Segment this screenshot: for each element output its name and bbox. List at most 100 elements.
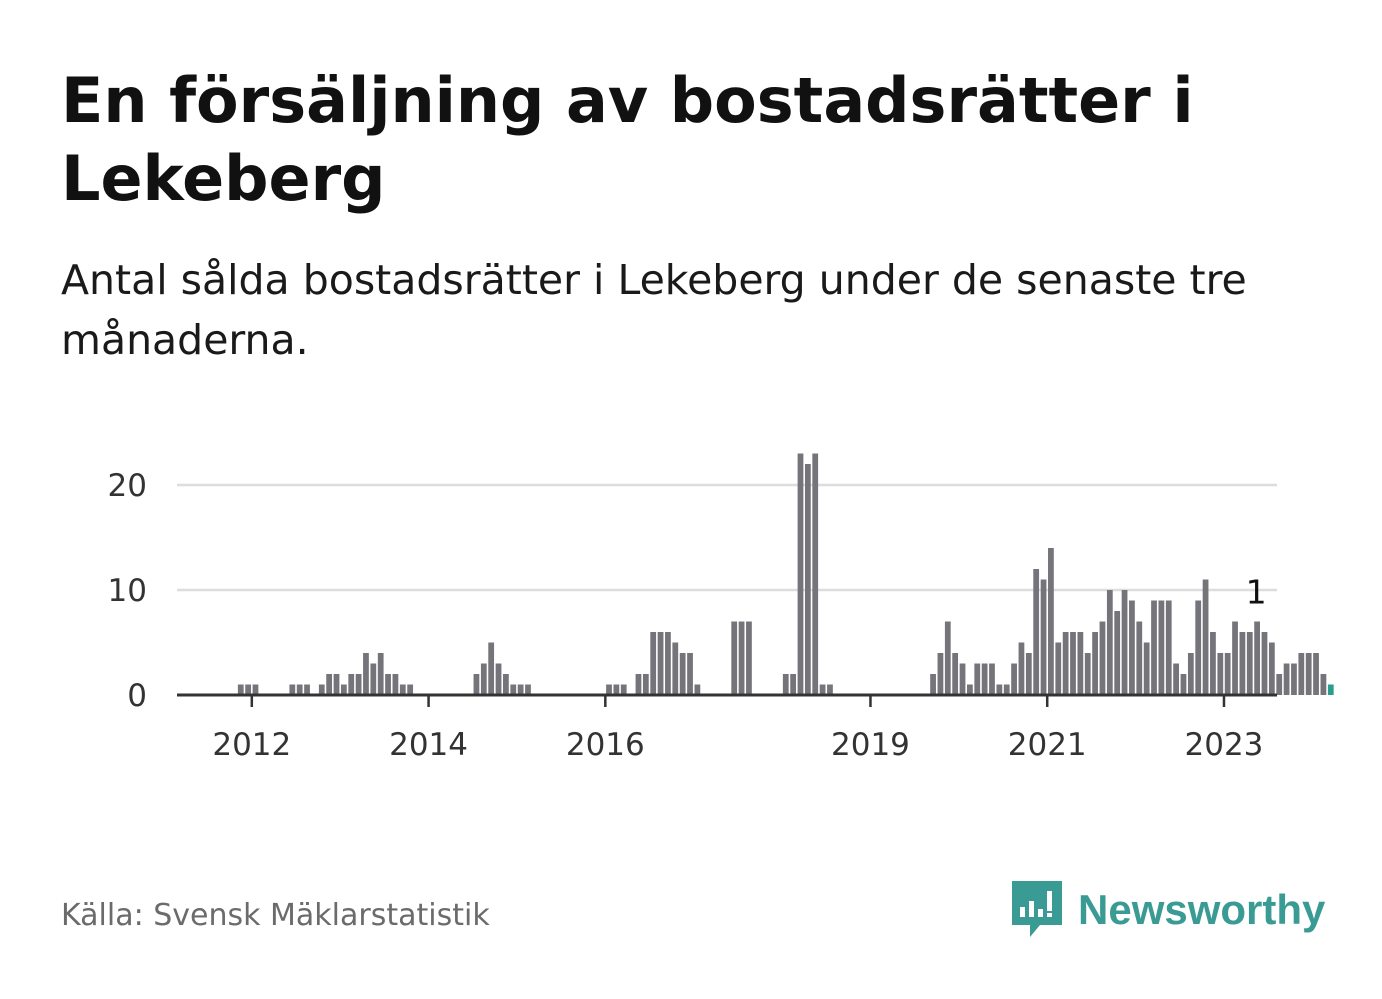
bar	[974, 663, 981, 695]
bar	[1106, 590, 1113, 695]
bar	[989, 663, 995, 695]
bar	[1018, 642, 1025, 695]
bar	[1151, 600, 1157, 695]
bar	[812, 453, 819, 695]
bar	[289, 684, 296, 695]
bar	[473, 674, 480, 695]
bar	[488, 642, 495, 695]
bar	[746, 621, 752, 695]
bar-latest	[1327, 684, 1334, 695]
bar	[377, 653, 384, 695]
bar	[333, 674, 340, 695]
bar	[318, 684, 325, 695]
bar	[967, 684, 973, 695]
bar	[1283, 663, 1290, 695]
bar	[1143, 642, 1150, 695]
bar	[657, 632, 664, 695]
bar	[672, 642, 679, 695]
x-axis: 2012 2014 2016 2019 2021 2023	[177, 693, 1277, 763]
bar	[996, 684, 1003, 695]
bar	[370, 663, 377, 695]
bar	[304, 684, 310, 695]
bar	[237, 684, 244, 695]
chart-title: En försäljning av bostadsrätter i Lekebe…	[61, 64, 1194, 215]
bar	[252, 684, 259, 695]
bar	[407, 684, 414, 695]
bar	[1291, 663, 1297, 695]
bar	[1025, 653, 1032, 695]
bar	[1121, 590, 1128, 695]
bar	[1070, 632, 1076, 695]
bar	[930, 674, 936, 695]
bar	[635, 674, 642, 695]
bar	[1092, 632, 1098, 695]
brand-logo: Newsworthy	[1010, 878, 1325, 942]
bar	[1165, 600, 1172, 695]
bar	[1003, 684, 1010, 695]
bar	[1313, 653, 1319, 695]
bar	[495, 663, 502, 695]
bar	[1040, 579, 1047, 695]
bar	[517, 684, 524, 695]
bar	[613, 684, 620, 695]
bar	[1195, 600, 1202, 695]
gridlines	[177, 483, 1277, 592]
bar	[694, 684, 701, 695]
bar	[1298, 653, 1305, 695]
bar	[650, 632, 657, 695]
bar	[1077, 632, 1084, 695]
bar	[1055, 642, 1062, 695]
bar	[1099, 621, 1106, 695]
x-tick-label: 2023	[1185, 727, 1264, 763]
bar	[959, 663, 966, 695]
bar	[1033, 569, 1040, 695]
annotations: 1	[1246, 573, 1267, 612]
bar	[1224, 653, 1231, 695]
bar	[1254, 621, 1261, 695]
bar	[937, 653, 944, 695]
x-tick-label: 2021	[1008, 727, 1087, 763]
bar	[1305, 653, 1312, 695]
bar	[797, 453, 804, 695]
bar	[399, 684, 406, 695]
bar	[1246, 632, 1253, 695]
data-label: 1	[1246, 573, 1267, 612]
bar	[348, 674, 355, 695]
source-note: Källa: Svensk Mäklarstatistik	[61, 898, 490, 933]
bar	[952, 653, 959, 695]
bar	[245, 684, 252, 695]
y-tick-label: 20	[108, 468, 147, 504]
bar	[385, 674, 391, 695]
bar	[981, 663, 988, 695]
x-tick-label: 2014	[389, 727, 468, 763]
bars	[237, 453, 1334, 695]
bar	[296, 684, 303, 695]
bar	[738, 621, 745, 695]
bar	[665, 632, 671, 695]
bar	[1114, 611, 1121, 695]
bar	[944, 621, 951, 695]
bar	[1232, 621, 1238, 695]
bar	[1217, 653, 1224, 695]
bar	[687, 653, 693, 695]
bar	[1173, 663, 1179, 695]
bar	[620, 684, 627, 695]
bar	[1239, 632, 1246, 695]
bar	[1048, 548, 1054, 695]
y-tick-label: 10	[108, 573, 147, 609]
bar	[326, 674, 333, 695]
bar	[1011, 663, 1017, 695]
bar	[804, 464, 811, 695]
bar	[1202, 579, 1209, 695]
bar	[1210, 632, 1216, 695]
bar	[340, 684, 347, 695]
bar	[503, 674, 509, 695]
bar	[1180, 674, 1187, 695]
bar	[1084, 653, 1091, 695]
bar	[1158, 600, 1165, 695]
bar	[1268, 642, 1275, 695]
bar	[392, 674, 399, 695]
bar	[525, 684, 531, 695]
bar	[731, 621, 738, 695]
x-tick-label: 2016	[566, 727, 645, 763]
